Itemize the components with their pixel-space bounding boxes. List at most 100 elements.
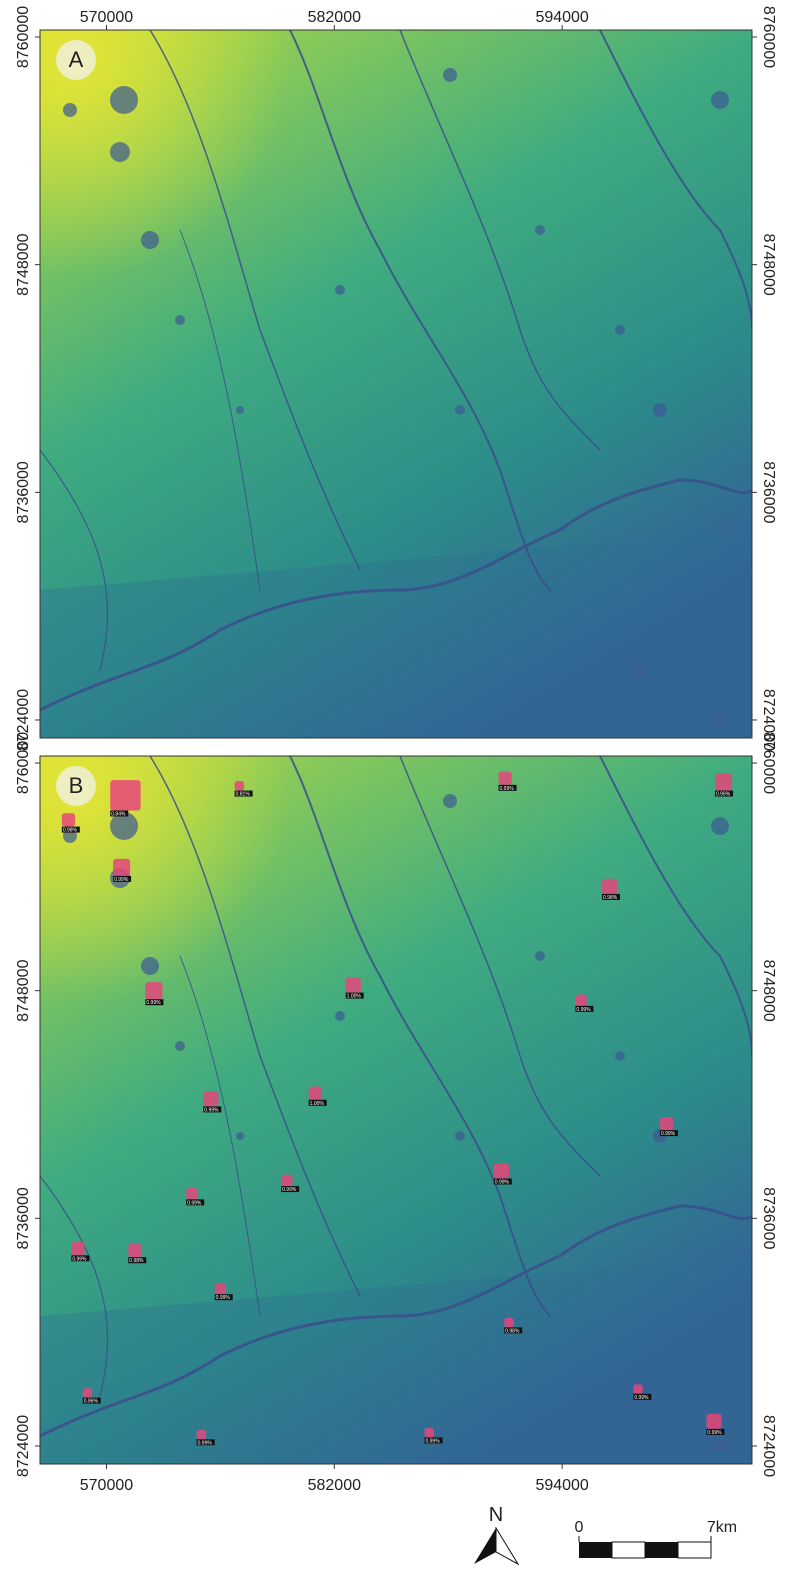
detection-label-bg [281, 1186, 300, 1193]
detection-label-bg [71, 1255, 90, 1262]
x-tick-label: 582000 [308, 1477, 361, 1494]
detection-label-bg [196, 1439, 215, 1446]
detection-label: 0.99% [204, 1107, 219, 1113]
north-arrow: N [474, 1504, 520, 1566]
detection-label: 0.99% [716, 792, 731, 798]
detection-label-bg [575, 1005, 594, 1012]
detection-label: 0.96% [84, 1399, 99, 1405]
scale-seg [611, 1541, 646, 1559]
x-tick-label: 570000 [80, 9, 133, 26]
y-tick-label: 8760000 [760, 6, 777, 68]
detection-label: 0.99% [216, 1295, 231, 1301]
detection-label-bg [714, 790, 733, 797]
y-tick-label: 8748000 [15, 233, 32, 295]
detection [504, 1317, 514, 1328]
y-tick-label: 8736000 [15, 1187, 32, 1249]
detection [128, 1243, 142, 1258]
detection-label-bg [498, 784, 517, 791]
detection-label: 0.99% [282, 1187, 297, 1193]
y-tick-label: 8736000 [15, 461, 32, 523]
detection-label-bg [504, 1327, 523, 1334]
panel-badge [56, 766, 96, 806]
terrain [40, 756, 752, 1464]
detection [714, 773, 733, 791]
detection-label-bg [113, 875, 132, 882]
detection-label: 0.99% [707, 1430, 722, 1436]
detection [633, 1384, 643, 1394]
map-panel: A 570000 582000 594000 8724000 8724000 8736000… [15, 6, 777, 751]
x-tick-label: 594000 [535, 9, 588, 26]
arrow-half [474, 1528, 496, 1564]
scale-label: 7km [707, 1519, 737, 1536]
y-tick-label: 8724000 [760, 1415, 777, 1477]
detection-label: 0.99% [187, 1200, 202, 1206]
y-tick-label: 8748000 [760, 960, 777, 1022]
detection-label-bg [345, 992, 364, 999]
detection-label: 0.99% [198, 1440, 213, 1446]
scale-seg [579, 1542, 612, 1558]
detection [575, 994, 587, 1006]
detection-label-bg [659, 1130, 678, 1137]
detection [281, 1174, 293, 1187]
y-tick-label: 8724000 [15, 689, 32, 751]
detection-label-bg [308, 1099, 327, 1106]
detection-label: 0.99% [114, 877, 129, 883]
detection-label-bg [424, 1437, 443, 1444]
detection [214, 1282, 227, 1295]
detection [186, 1187, 198, 1200]
detection-label: 0.99% [72, 1256, 87, 1262]
detection-label-bg [110, 810, 129, 817]
detection [145, 982, 163, 1000]
detection-label: 0.99% [634, 1395, 649, 1401]
detection [602, 878, 618, 894]
detection-label: 0.99% [495, 1179, 510, 1185]
x-tick-label: 594000 [535, 1477, 588, 1494]
map-panel: B 0.84% 0.99% 0.98% 0.99% 0.81% 0.99% 1.00% 1.00… [15, 732, 777, 1494]
detection-label: 0.84% [111, 811, 126, 817]
detection [424, 1427, 434, 1438]
y-tick-label: 8760000 [15, 732, 32, 794]
scale-seg [677, 1541, 712, 1559]
detection-label: 0.99% [500, 786, 515, 792]
detection [203, 1091, 219, 1107]
panel-frame [39, 29, 753, 739]
y-tick-label: 8736000 [760, 1187, 777, 1249]
detection-label: 0.98% [63, 828, 78, 834]
scale-label: 0 [575, 1519, 584, 1536]
detection-label-bg [82, 1397, 101, 1404]
detection-label-bg [214, 1294, 233, 1301]
detection-label: 0.99% [576, 1007, 591, 1013]
y-tick-label: 8724000 [15, 1415, 32, 1477]
x-tick-label: 582000 [308, 9, 361, 26]
detection-label-bg [145, 999, 164, 1006]
arrow-half [495, 1526, 520, 1566]
x-tick-label: 570000 [80, 1477, 133, 1494]
detection-label: 0.81% [236, 792, 251, 798]
detection [659, 1116, 674, 1131]
detection-label: 0.99% [661, 1131, 676, 1137]
detection-label-bg [186, 1199, 205, 1206]
detection-label: 0.98% [603, 895, 618, 901]
detection-label: 0.99% [146, 1000, 161, 1006]
detection-label-bg [493, 1178, 512, 1185]
y-tick-label: 8760000 [15, 6, 32, 68]
detection [493, 1163, 509, 1179]
y-tick-label: 8748000 [760, 234, 777, 296]
detection-label-bg [706, 1428, 725, 1435]
detection-label-bg [203, 1106, 222, 1113]
panel-frame [39, 755, 753, 1465]
north-label: N [489, 1504, 503, 1526]
detection [61, 813, 76, 827]
detection-label-bg [234, 790, 253, 797]
y-tick-label: 8724000 [760, 689, 777, 751]
detection [82, 1388, 93, 1398]
detection [110, 780, 141, 811]
detection [234, 781, 245, 791]
panels: A 570000 582000 594000 8724000 8724000 8736000… [15, 6, 777, 1494]
detection-label: 0.99% [425, 1438, 440, 1444]
detection-label-bg [633, 1393, 652, 1400]
detection [498, 771, 512, 785]
detection [113, 858, 131, 876]
scale-seg [645, 1542, 678, 1558]
